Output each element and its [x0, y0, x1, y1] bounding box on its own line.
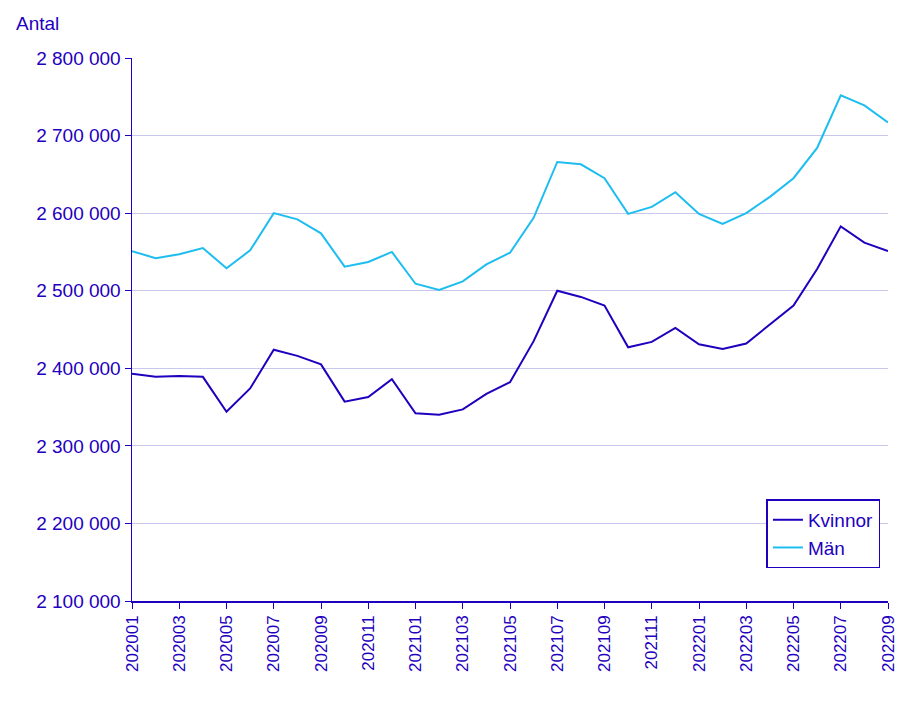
- svg-text:202007: 202007: [264, 615, 283, 672]
- svg-text:202011: 202011: [359, 615, 378, 670]
- svg-text:202203: 202203: [737, 615, 756, 672]
- svg-text:2 400 000: 2 400 000: [36, 358, 121, 379]
- svg-text:Män: Män: [808, 538, 845, 559]
- svg-text:2 500 000: 2 500 000: [36, 280, 121, 301]
- svg-text:202009: 202009: [312, 615, 331, 672]
- svg-text:202107: 202107: [548, 615, 567, 672]
- svg-text:2 800 000: 2 800 000: [36, 48, 121, 69]
- svg-text:202005: 202005: [217, 615, 236, 672]
- svg-text:202101: 202101: [406, 615, 425, 672]
- svg-text:202207: 202207: [831, 615, 850, 672]
- svg-text:202105: 202105: [501, 615, 520, 672]
- svg-text:202003: 202003: [170, 615, 189, 672]
- svg-text:202201: 202201: [690, 615, 709, 672]
- svg-text:202205: 202205: [784, 615, 803, 672]
- svg-text:202209: 202209: [879, 615, 898, 672]
- svg-text:202109: 202109: [595, 615, 614, 672]
- svg-text:2 100 000: 2 100 000: [36, 591, 121, 612]
- svg-text:Kvinnor: Kvinnor: [808, 510, 873, 531]
- svg-text:2 600 000: 2 600 000: [36, 203, 121, 224]
- svg-text:2 700 000: 2 700 000: [36, 125, 121, 146]
- svg-text:202111: 202111: [642, 615, 661, 669]
- svg-text:Antal: Antal: [16, 13, 59, 34]
- svg-text:2 300 000: 2 300 000: [36, 436, 121, 457]
- svg-text:202001: 202001: [123, 615, 142, 672]
- svg-text:2 200 000: 2 200 000: [36, 513, 121, 534]
- svg-text:202103: 202103: [453, 615, 472, 672]
